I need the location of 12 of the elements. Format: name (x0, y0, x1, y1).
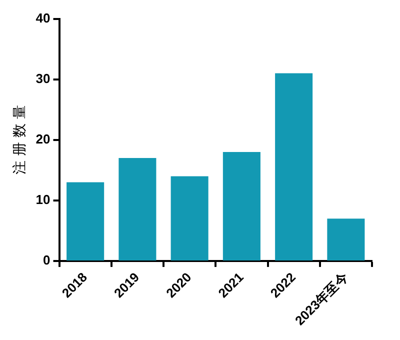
y-tick-label: 30 (36, 70, 50, 86)
y-axis-title: 注 册 数 量 (12, 105, 28, 175)
bar (66, 182, 104, 260)
bar (118, 158, 156, 260)
y-tick-label: 20 (36, 131, 50, 146)
bar (222, 152, 260, 260)
y-tick-label: 40 (36, 10, 50, 26)
bar (327, 218, 365, 260)
y-tick-label: 10 (36, 192, 50, 207)
bar (170, 176, 208, 260)
y-tick-label: 0 (43, 252, 50, 268)
bar (275, 73, 313, 260)
